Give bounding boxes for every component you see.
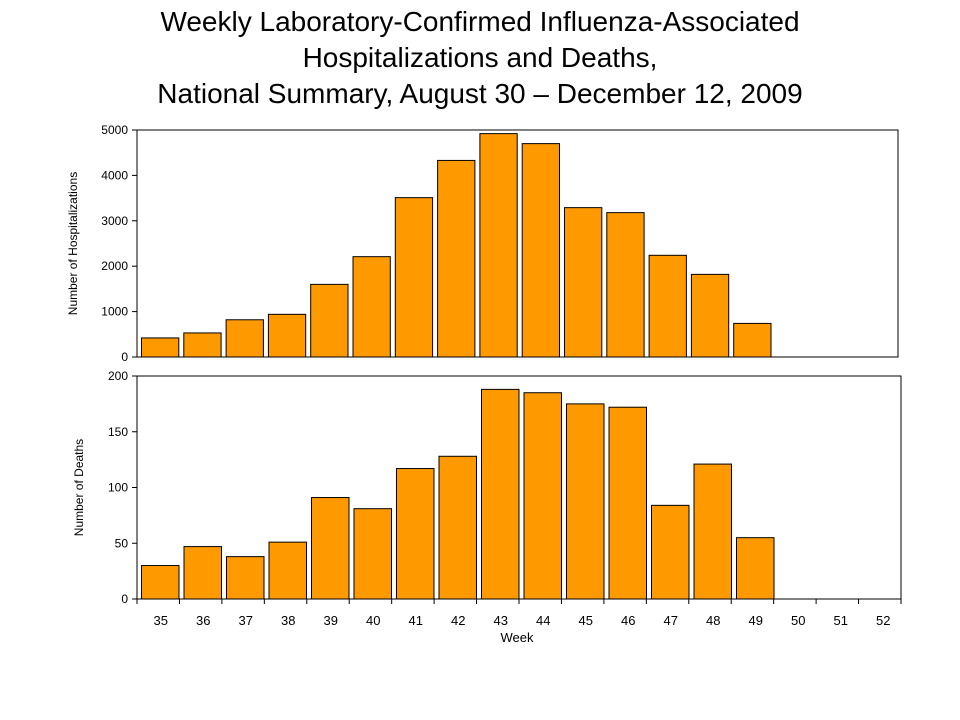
- bar-week-49: [736, 537, 775, 600]
- x-tick-label: 48: [706, 613, 720, 628]
- bar-week-43: [479, 133, 518, 358]
- bar-week-47: [648, 254, 687, 358]
- title-line-1: Weekly Laboratory-Confirmed Influenza-As…: [160, 6, 800, 37]
- bar-week-43: [481, 388, 520, 600]
- bar-week-42: [437, 159, 476, 358]
- bar-week-49: [733, 322, 772, 358]
- x-tick-label: 49: [749, 613, 763, 628]
- bar-week-48: [690, 273, 730, 358]
- x-tick-label: 39: [324, 613, 338, 628]
- y-tick-label: 200: [108, 369, 128, 383]
- chart-title: Weekly Laboratory-Confirmed Influenza-As…: [0, 4, 960, 112]
- hospitalizations-chart: 0 1000 2000 3000 4000 5000 Number of Hospitali…: [66, 123, 899, 364]
- bar-week-37: [226, 556, 265, 600]
- bar-week-45: [566, 403, 605, 600]
- x-tick-label: 51: [834, 613, 848, 628]
- y-tick-label: 150: [108, 425, 128, 439]
- bar-week-41: [396, 468, 435, 600]
- bar-week-36: [183, 546, 222, 600]
- x-tick-label: 37: [239, 613, 253, 628]
- y-tick-label: 50: [115, 536, 129, 550]
- x-tick-label: 35: [154, 613, 168, 628]
- y-tick-label: 0: [121, 592, 128, 606]
- bar-week-36: [183, 332, 222, 358]
- x-tick-label: 40: [366, 613, 380, 628]
- bar-week-39: [311, 497, 350, 600]
- title-line-2: Hospitalizations and Deaths,: [302, 42, 658, 73]
- x-tick-label: 41: [409, 613, 423, 628]
- x-tick-label: 36: [196, 613, 210, 628]
- y-tick-label: 4000: [101, 168, 128, 182]
- bar-week-47: [651, 504, 690, 600]
- y-tick-label: 5000: [101, 123, 128, 137]
- y-tick-label: 3000: [101, 214, 128, 228]
- x-tick-label: 38: [281, 613, 295, 628]
- x-tick-label: 52: [876, 613, 890, 628]
- x-axis-label: Week: [501, 630, 534, 645]
- bar-week-39: [310, 283, 349, 358]
- bar-week-35: [141, 565, 180, 600]
- y-axis-label: Number of Hospitalizations: [66, 172, 80, 315]
- bar-week-35: [141, 337, 180, 358]
- x-tick-label: 50: [791, 613, 805, 628]
- bar-week-44: [521, 143, 561, 358]
- x-tick-label: 42: [451, 613, 465, 628]
- x-tick-label: 47: [664, 613, 678, 628]
- x-tick-label: 44: [536, 613, 550, 628]
- bar-week-40: [352, 256, 391, 358]
- bar-week-38: [267, 313, 307, 358]
- y-tick-label: 2000: [101, 259, 128, 273]
- y-tick-label: 0: [121, 350, 128, 364]
- bar-week-48: [693, 463, 732, 600]
- bar-week-44: [523, 392, 562, 600]
- bar-week-46: [606, 212, 645, 358]
- bar-week-45: [564, 207, 603, 358]
- y-tick-label: 100: [108, 481, 128, 495]
- y-axis-label: Number of Deaths: [72, 439, 86, 536]
- deaths-chart: 0 50 100 150 200 Number of Deaths 35 36 37 38 39 40…: [72, 369, 902, 645]
- bar-week-41: [394, 197, 434, 358]
- bar-week-40: [353, 508, 392, 600]
- bar-week-37: [225, 319, 264, 358]
- y-tick-label: 1000: [101, 305, 128, 319]
- x-tick-label: 46: [621, 613, 635, 628]
- bar-week-38: [268, 541, 307, 600]
- x-tick-label: 43: [494, 613, 508, 628]
- bar-week-42: [438, 455, 477, 600]
- x-tick-label: 45: [579, 613, 593, 628]
- title-line-3: National Summary, August 30 – December 1…: [157, 78, 803, 109]
- bar-week-46: [608, 406, 647, 600]
